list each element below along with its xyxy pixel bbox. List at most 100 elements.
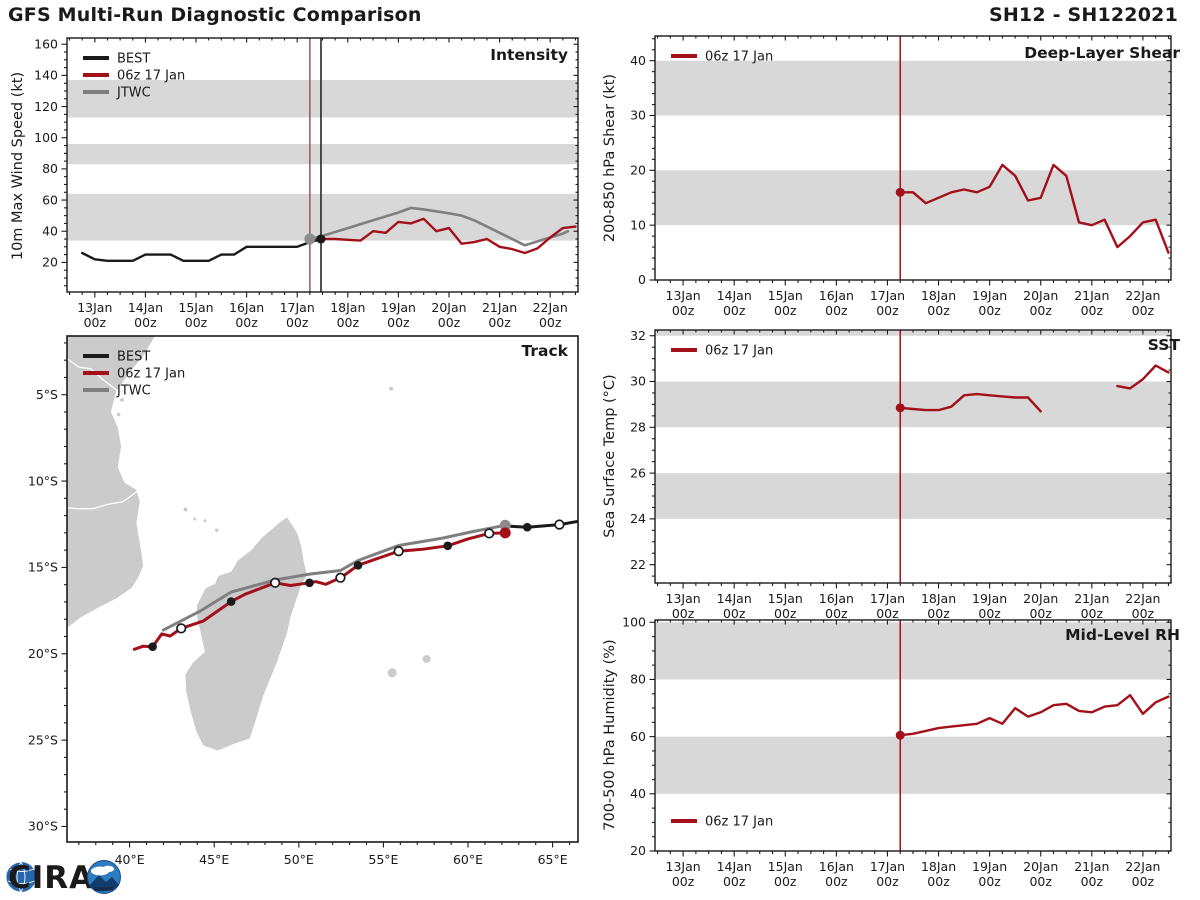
svg-text:55°E: 55°E <box>368 852 398 867</box>
intensity-legend: BEST 06z 17 Jan JTWC <box>83 52 185 101</box>
sst-series <box>1116 364 1170 390</box>
svg-text:15°S: 15°S <box>28 560 58 575</box>
landmass-africa <box>67 336 155 628</box>
svg-text:21Jan: 21Jan <box>1074 591 1109 606</box>
svg-text:16Jan: 16Jan <box>819 288 854 303</box>
svg-text:BEST: BEST <box>117 52 150 67</box>
track-position-filled <box>148 642 157 651</box>
svg-text:14Jan: 14Jan <box>717 859 752 874</box>
track-position-filled <box>226 597 236 606</box>
svg-text:140: 140 <box>34 68 58 83</box>
svg-text:15Jan: 15Jan <box>768 859 803 874</box>
svg-text:00z: 00z <box>978 303 1001 318</box>
svg-text:60: 60 <box>42 192 58 207</box>
svg-text:13Jan: 13Jan <box>666 288 701 303</box>
svg-text:40: 40 <box>630 53 646 68</box>
svg-text:45°E: 45°E <box>199 852 229 867</box>
svg-text:JTWC: JTWC <box>116 86 151 101</box>
svg-text:06z 17 Jan: 06z 17 Jan <box>705 50 773 65</box>
sst-legend: 06z 17 Jan <box>671 344 773 359</box>
svg-text:00z: 00z <box>1132 874 1155 889</box>
svg-text:60: 60 <box>630 729 646 744</box>
svg-text:20Jan: 20Jan <box>431 300 466 315</box>
svg-text:30: 30 <box>630 108 646 123</box>
svg-text:22: 22 <box>630 557 646 572</box>
svg-text:20Jan: 20Jan <box>1023 288 1058 303</box>
track-position-open <box>484 528 495 539</box>
svg-text:00z: 00z <box>1132 303 1155 318</box>
svg-text:00z: 00z <box>825 606 848 621</box>
intensity-panel: 13Jan00z14Jan00z15Jan00z16Jan00z17Jan00z… <box>34 36 579 330</box>
svg-text:16Jan: 16Jan <box>819 591 854 606</box>
svg-text:00z: 00z <box>774 303 797 318</box>
svg-text:21Jan: 21Jan <box>1074 288 1109 303</box>
shear-panel: 13Jan00z14Jan00z15Jan00z16Jan00z17Jan00z… <box>630 35 1172 318</box>
svg-text:28: 28 <box>630 420 646 435</box>
svg-text:120: 120 <box>34 99 58 114</box>
svg-text:14Jan: 14Jan <box>717 591 752 606</box>
svg-text:17Jan: 17Jan <box>280 300 315 315</box>
svg-text:14Jan: 14Jan <box>717 288 752 303</box>
svg-text:40: 40 <box>42 223 58 238</box>
track-position-open <box>335 572 346 583</box>
svg-text:19Jan: 19Jan <box>381 300 416 315</box>
island <box>183 507 188 512</box>
cira-rammb-logo: CIRA RAMMB <box>5 860 121 896</box>
intensity-best-end-dot <box>316 234 326 244</box>
track-line <box>503 519 578 529</box>
intensity-series <box>308 206 570 247</box>
svg-text:00z: 00z <box>723 606 746 621</box>
svg-text:06z 17 Jan: 06z 17 Jan <box>705 344 773 359</box>
svg-text:5°S: 5°S <box>36 387 58 402</box>
intensity-ylabel: 10m Max Wind Speed (kt) <box>10 71 26 261</box>
svg-text:65°E: 65°E <box>538 852 568 867</box>
svg-text:26: 26 <box>630 465 646 480</box>
svg-text:00z: 00z <box>672 874 695 889</box>
svg-text:00z: 00z <box>337 315 360 330</box>
sst-series <box>899 392 1042 413</box>
svg-text:00z: 00z <box>774 874 797 889</box>
logo-text: CIRA <box>8 860 94 896</box>
rammb-badge-icon: RAMMB <box>87 860 121 894</box>
svg-text:22Jan: 22Jan <box>1125 591 1160 606</box>
svg-text:18Jan: 18Jan <box>921 859 956 874</box>
svg-text:15Jan: 15Jan <box>768 591 803 606</box>
svg-text:20: 20 <box>630 163 646 178</box>
svg-text:22Jan: 22Jan <box>1125 859 1160 874</box>
svg-text:13Jan: 13Jan <box>666 859 701 874</box>
svg-text:00z: 00z <box>876 874 899 889</box>
svg-text:06z 17 Jan: 06z 17 Jan <box>705 815 773 830</box>
sst-panel: 13Jan00z14Jan00z15Jan00z16Jan00z17Jan00z… <box>630 328 1172 621</box>
sst-title: SST <box>1147 336 1180 354</box>
svg-text:00z: 00z <box>84 315 107 330</box>
country-border <box>67 357 118 391</box>
svg-text:20: 20 <box>630 843 646 858</box>
rh-ylabel: 700-500 hPa Humidity (%) <box>602 639 618 831</box>
svg-text:22Jan: 22Jan <box>1125 288 1160 303</box>
shear-legend: 06z 17 Jan <box>671 50 773 65</box>
svg-text:10: 10 <box>630 217 646 232</box>
island <box>422 654 431 663</box>
svg-text:00z: 00z <box>723 874 746 889</box>
svg-text:00z: 00z <box>672 606 695 621</box>
track-position-open <box>554 519 565 530</box>
svg-text:00z: 00z <box>1081 606 1104 621</box>
svg-text:00z: 00z <box>672 303 695 318</box>
svg-text:17Jan: 17Jan <box>870 859 905 874</box>
svg-text:25°S: 25°S <box>28 732 58 747</box>
svg-text:22Jan: 22Jan <box>533 300 568 315</box>
svg-text:24: 24 <box>630 511 646 526</box>
svg-text:0: 0 <box>638 272 646 287</box>
svg-text:21Jan: 21Jan <box>1074 859 1109 874</box>
landmass-madagascar <box>185 517 307 751</box>
svg-text:00z: 00z <box>1029 303 1052 318</box>
globe-icon <box>6 862 36 892</box>
svg-text:00z: 00z <box>825 874 848 889</box>
page-title: GFS Multi-Run Diagnostic Comparison <box>8 4 422 26</box>
island <box>203 519 207 523</box>
badge-text: RAMMB <box>95 887 114 893</box>
svg-text:13Jan: 13Jan <box>77 300 112 315</box>
island <box>387 668 397 678</box>
svg-text:17Jan: 17Jan <box>870 591 905 606</box>
